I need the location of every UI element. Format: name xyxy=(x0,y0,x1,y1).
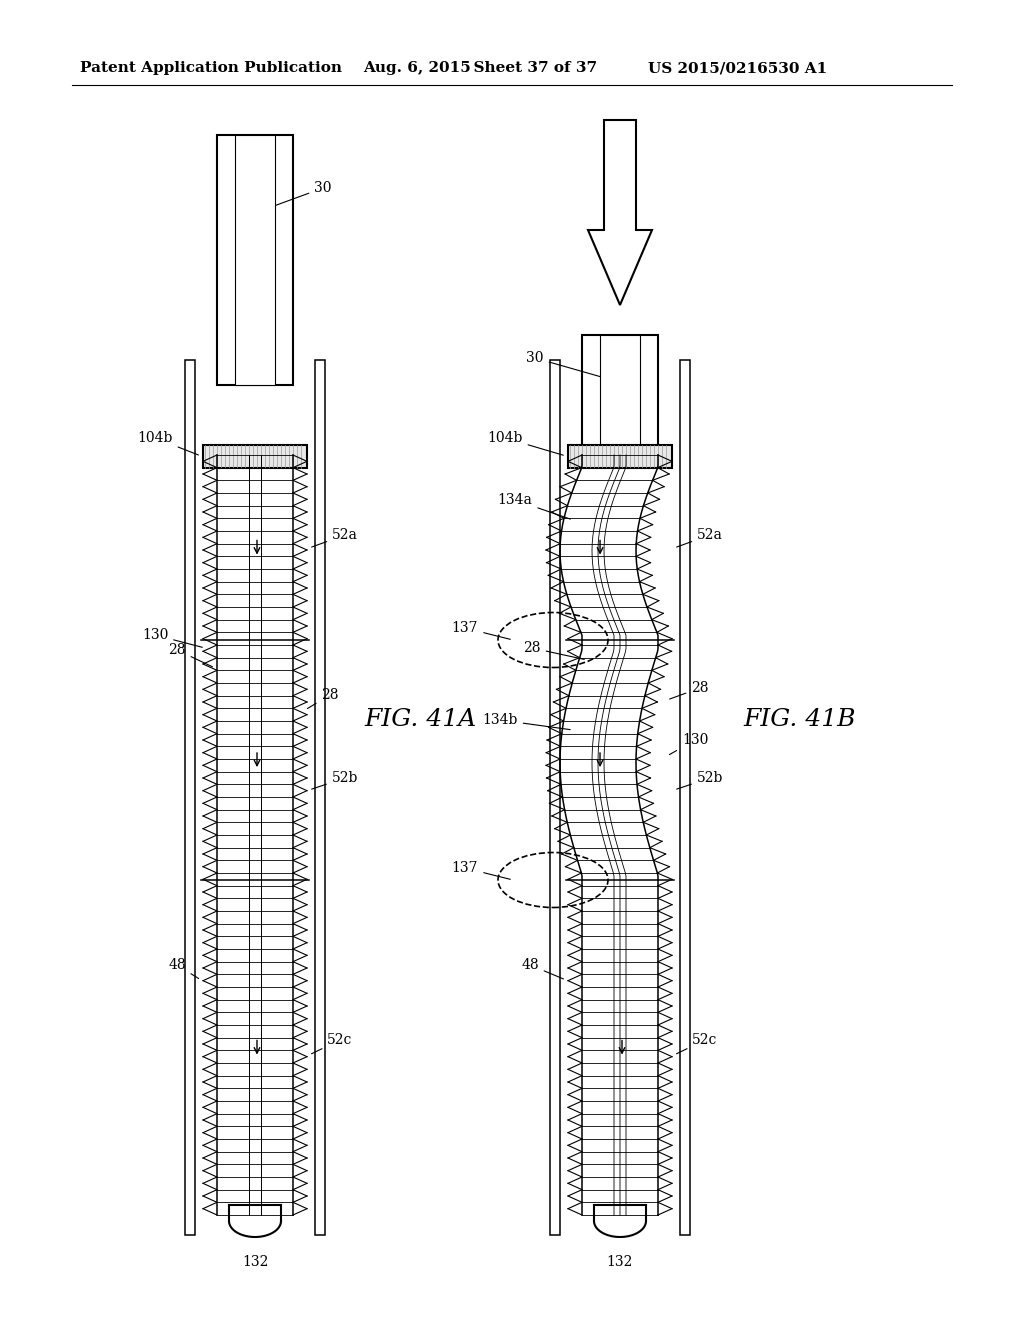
Bar xyxy=(600,335,640,455)
Bar xyxy=(234,135,275,385)
Text: 48: 48 xyxy=(521,958,563,979)
Text: FIG. 41B: FIG. 41B xyxy=(743,709,856,731)
Text: 30: 30 xyxy=(526,351,609,379)
Text: 52b: 52b xyxy=(311,771,358,789)
Text: 28: 28 xyxy=(168,643,213,667)
Text: 104b: 104b xyxy=(487,432,563,455)
Text: 52c: 52c xyxy=(677,1034,718,1053)
Text: 28: 28 xyxy=(307,688,339,709)
Bar xyxy=(582,335,658,455)
Text: 52b: 52b xyxy=(677,771,723,789)
Text: 52a: 52a xyxy=(311,528,358,546)
Bar xyxy=(203,455,307,1214)
Text: US 2015/0216530 A1: US 2015/0216530 A1 xyxy=(648,61,827,75)
Bar xyxy=(680,360,690,1236)
Text: 137: 137 xyxy=(452,861,510,879)
Text: 28: 28 xyxy=(670,681,709,700)
Text: 132: 132 xyxy=(607,1255,633,1269)
Text: 52c: 52c xyxy=(311,1034,352,1053)
Text: 130: 130 xyxy=(141,628,203,647)
Bar xyxy=(217,135,293,385)
Bar xyxy=(568,445,672,469)
Text: Patent Application Publication: Patent Application Publication xyxy=(80,61,342,75)
Text: 134a: 134a xyxy=(498,492,570,519)
Text: 130: 130 xyxy=(670,733,709,755)
Text: 30: 30 xyxy=(265,181,332,209)
Text: 132: 132 xyxy=(242,1255,268,1269)
Bar xyxy=(568,455,672,1214)
Bar xyxy=(550,360,560,1236)
Text: Sheet 37 of 37: Sheet 37 of 37 xyxy=(463,61,597,75)
Polygon shape xyxy=(588,120,652,305)
Bar xyxy=(203,445,307,469)
Bar xyxy=(315,360,325,1236)
Text: 104b: 104b xyxy=(137,432,199,455)
Text: 28: 28 xyxy=(523,642,585,660)
Text: FIG. 41A: FIG. 41A xyxy=(364,709,476,731)
Text: 134b: 134b xyxy=(482,713,570,730)
Text: 48: 48 xyxy=(168,958,199,978)
Text: Aug. 6, 2015: Aug. 6, 2015 xyxy=(362,61,471,75)
Text: 137: 137 xyxy=(452,620,510,639)
Text: 52a: 52a xyxy=(677,528,723,546)
Bar xyxy=(185,360,195,1236)
